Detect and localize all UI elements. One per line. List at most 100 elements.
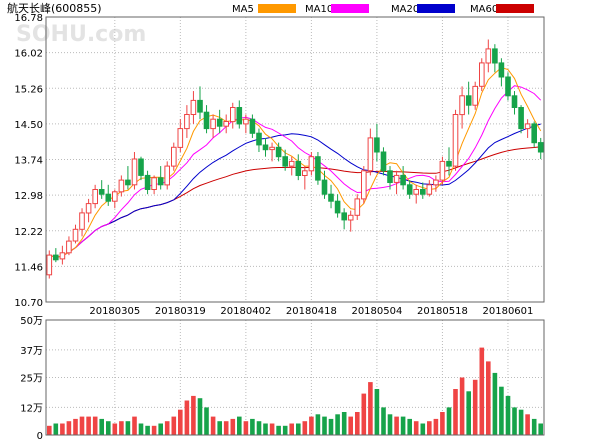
volume-bar bbox=[243, 421, 249, 435]
ma-legend: MA5 MA10 MA20 MA60 bbox=[232, 4, 534, 15]
candle-body bbox=[446, 160, 452, 167]
volume-bar bbox=[145, 425, 150, 435]
volume-tick-label: 50万 bbox=[20, 316, 43, 327]
legend-swatch-ma20 bbox=[417, 4, 455, 13]
ma-line-ma20 bbox=[49, 123, 541, 259]
candle-body bbox=[498, 62, 505, 78]
volume-bar bbox=[361, 393, 367, 435]
candle-body bbox=[492, 48, 498, 64]
candle-body bbox=[112, 191, 118, 202]
candle-body bbox=[505, 76, 511, 97]
volume-bar bbox=[427, 421, 432, 435]
candle-body bbox=[367, 137, 374, 172]
legend-label-ma20: MA20 bbox=[391, 4, 419, 15]
volume-bar bbox=[237, 416, 242, 435]
candle-body bbox=[361, 170, 367, 200]
candle-body bbox=[177, 128, 184, 148]
candle-body bbox=[275, 146, 282, 158]
candle-body bbox=[230, 107, 236, 123]
candle-body bbox=[144, 174, 151, 190]
volume-tick-label: 12万 bbox=[20, 403, 43, 414]
candle-body bbox=[249, 118, 256, 134]
volume-bar bbox=[413, 421, 419, 435]
volume-bar bbox=[223, 421, 229, 435]
volume-bar bbox=[499, 386, 504, 435]
volume-bar bbox=[60, 423, 65, 435]
volume-bar bbox=[368, 382, 373, 435]
candle-body bbox=[531, 123, 538, 144]
candle-body bbox=[485, 48, 492, 64]
candle-body bbox=[393, 174, 400, 183]
candle-body bbox=[380, 151, 387, 172]
candle-body bbox=[465, 95, 472, 106]
volume-bar bbox=[374, 389, 380, 435]
volume-bar bbox=[47, 425, 52, 435]
candle-body bbox=[59, 252, 66, 260]
volume-bar bbox=[315, 414, 321, 435]
volume-bar bbox=[381, 407, 386, 435]
volume-bar bbox=[184, 400, 190, 435]
legend-label-ma60: MA60 bbox=[470, 4, 498, 15]
candle-body bbox=[236, 107, 243, 125]
volume-bar bbox=[525, 414, 530, 435]
price-tick-label: 10.70 bbox=[14, 298, 43, 309]
volume-bar bbox=[538, 423, 543, 435]
chart-title: 航天长峰(600855) bbox=[7, 1, 102, 15]
candle-body bbox=[79, 212, 85, 230]
ma-line-ma5 bbox=[49, 67, 542, 259]
chart-grid bbox=[46, 16, 544, 436]
volume-bar bbox=[355, 412, 360, 435]
candle-body bbox=[374, 137, 380, 153]
candle-body bbox=[452, 114, 459, 167]
volume-bar bbox=[171, 416, 177, 435]
candle-body bbox=[197, 99, 203, 113]
legend-swatch-ma10 bbox=[331, 4, 369, 13]
volume-bar bbox=[112, 423, 118, 435]
price-panel-border bbox=[45, 16, 545, 303]
volume-bar bbox=[440, 412, 445, 435]
price-tick-label: 11.46 bbox=[14, 262, 43, 273]
date-tick-label: 20180418 bbox=[286, 306, 337, 317]
volume-bar bbox=[518, 409, 524, 435]
sohu-watermark: SOHU.com bbox=[16, 22, 146, 47]
volume-bar bbox=[106, 421, 111, 435]
volume-bar bbox=[309, 416, 314, 435]
volume-bar bbox=[256, 421, 262, 435]
volume-bar bbox=[289, 423, 294, 435]
volume-bar bbox=[53, 423, 59, 435]
volume-tick-label: 37万 bbox=[20, 346, 43, 357]
candle-body bbox=[537, 142, 544, 153]
volume-bar bbox=[446, 407, 452, 435]
candle-body bbox=[288, 160, 295, 167]
volume-bar bbox=[472, 379, 478, 435]
volume-bar bbox=[230, 418, 236, 435]
volume-bar bbox=[341, 412, 347, 435]
price-tick-label: 13.74 bbox=[14, 156, 43, 167]
candle-body bbox=[439, 160, 446, 181]
legend-label-ma10: MA10 bbox=[305, 4, 333, 15]
candle-body bbox=[308, 156, 315, 172]
candle-body bbox=[302, 170, 308, 177]
volume-bar bbox=[79, 416, 85, 435]
candle-body bbox=[131, 158, 138, 186]
price-tick-label: 15.26 bbox=[14, 84, 43, 95]
volume-bar bbox=[492, 372, 498, 435]
volume-bar bbox=[400, 416, 406, 435]
candle-body bbox=[243, 118, 249, 125]
candle-body bbox=[524, 123, 531, 130]
date-tick-label: 20180319 bbox=[155, 306, 206, 317]
price-tick-label: 16.02 bbox=[14, 49, 43, 60]
volume-bar bbox=[479, 347, 485, 435]
volume-bar bbox=[158, 423, 163, 435]
ma-line-ma10 bbox=[49, 85, 542, 259]
candle-body bbox=[190, 99, 197, 116]
candle-body bbox=[171, 146, 177, 167]
candle-body bbox=[341, 212, 347, 221]
volume-bar bbox=[407, 418, 412, 435]
volume-bar bbox=[125, 421, 131, 435]
volume-bar bbox=[512, 407, 517, 435]
candle-body bbox=[406, 184, 413, 195]
legend-swatch-ma5 bbox=[258, 4, 296, 13]
volume-bar bbox=[217, 421, 222, 435]
volume-bar bbox=[531, 418, 537, 435]
